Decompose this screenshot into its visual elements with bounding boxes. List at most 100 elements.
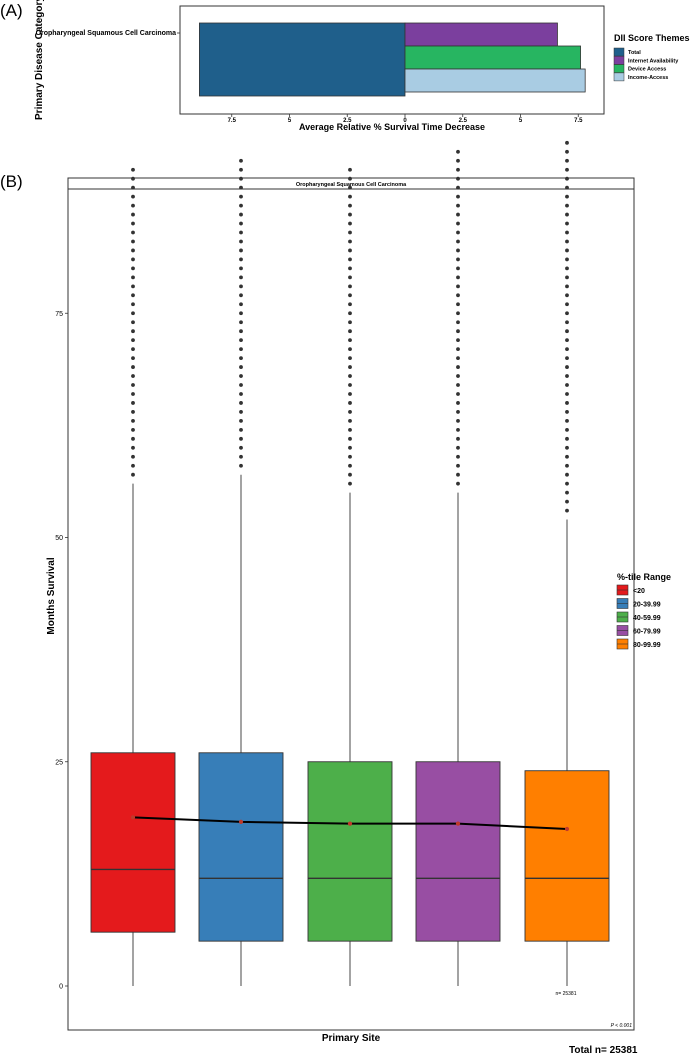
outlier-point	[348, 427, 352, 432]
outlier-point	[239, 454, 243, 459]
outlier-point	[456, 410, 460, 414]
outlier-point	[565, 266, 569, 271]
outlier-point	[456, 320, 460, 325]
panel-a-x-tick-label: 7.5	[228, 118, 237, 124]
panel-a-category-label: Oropharyngeal Squamous Cell Carcinoma	[36, 30, 177, 37]
outlier-point	[131, 410, 135, 414]
outlier-point	[348, 454, 352, 459]
outlier-point	[348, 374, 352, 378]
outlier-point	[239, 221, 243, 226]
mean-point	[347, 821, 353, 826]
outlier-point	[239, 392, 243, 396]
outlier-point	[239, 338, 243, 343]
outlier-point	[348, 176, 352, 181]
outlier-point	[456, 445, 460, 450]
outlier-point	[348, 194, 352, 199]
outlier-point	[239, 230, 243, 235]
panel-a-x-tick-label: 5	[519, 118, 523, 124]
outlier-point	[565, 212, 569, 217]
outlier-point	[456, 176, 460, 181]
legend-key-2	[613, 64, 625, 73]
panel-a-x-tick-label: 7.5	[574, 118, 583, 124]
outlier-point	[348, 410, 352, 414]
outlier-point	[131, 392, 135, 396]
outlier-point	[456, 374, 460, 378]
outlier-point	[348, 338, 352, 343]
outlier-point	[239, 410, 243, 414]
panel-b-label: (B)	[0, 172, 23, 191]
outlier-point	[456, 185, 460, 190]
outlier-point	[456, 149, 460, 154]
outlier-point	[565, 140, 569, 145]
legend-label: 60-79.99	[633, 629, 661, 636]
outlier-point	[131, 401, 135, 405]
outlier-point	[131, 383, 135, 387]
legend-label: 20-39.99	[633, 602, 661, 609]
outlier-point	[348, 221, 352, 226]
outlier-point	[239, 293, 243, 298]
outlier-point	[239, 418, 243, 423]
outlier-point	[239, 374, 243, 378]
outlier-point	[565, 454, 569, 459]
panel-a-x-tick-label: 2.5	[343, 118, 352, 124]
outlier-point	[565, 329, 569, 334]
outlier-point	[348, 239, 352, 244]
outlier-point	[239, 356, 243, 360]
outlier-point	[239, 383, 243, 387]
outlier-point	[565, 248, 569, 253]
outlier-point	[348, 472, 352, 477]
outlier-point	[131, 463, 135, 468]
outlier-point	[456, 248, 460, 253]
legend-key-3	[613, 72, 625, 82]
outlier-point	[565, 445, 569, 450]
outlier-point	[565, 203, 569, 208]
outlier-point	[456, 329, 460, 334]
outlier-point	[239, 176, 243, 181]
outlier-point	[239, 185, 243, 190]
outlier-point	[239, 463, 243, 468]
outlier-point	[131, 230, 135, 235]
outlier-point	[348, 445, 352, 450]
outlier-point	[131, 365, 135, 369]
outlier-point	[131, 311, 135, 316]
outlier-point	[348, 311, 352, 316]
panel-b-y-tick-label: 25	[55, 759, 63, 766]
outlier-point	[565, 508, 569, 513]
outlier-point	[131, 329, 135, 334]
outlier-point	[565, 481, 569, 486]
outlier-point	[456, 311, 460, 316]
outlier-point	[131, 284, 135, 289]
outlier-point	[131, 302, 135, 307]
outlier-point	[348, 266, 352, 271]
outlier-point	[565, 472, 569, 477]
legend-label: 40-59.99	[633, 615, 661, 622]
outlier-point	[565, 257, 569, 262]
outlier-point	[565, 149, 569, 154]
mean-point	[238, 819, 244, 824]
outlier-point	[456, 365, 460, 369]
bar-device-access	[404, 45, 581, 70]
outlier-point	[348, 257, 352, 262]
outlier-point	[456, 266, 460, 271]
outlier-point	[131, 248, 135, 253]
outlier-point	[456, 392, 460, 396]
outlier-point	[131, 221, 135, 226]
legend-label: <20	[633, 588, 645, 595]
outlier-point	[348, 436, 352, 441]
panel-a-x-tick-label: 0	[403, 118, 407, 124]
legend-label: 80-99.99	[633, 642, 661, 649]
outlier-point	[348, 212, 352, 217]
outlier-point	[239, 203, 243, 208]
outlier-point	[239, 320, 243, 325]
outlier-point	[131, 239, 135, 244]
panel-b-y-tick-label: 0	[59, 984, 63, 991]
outlier-point	[348, 463, 352, 468]
outlier-point	[131, 436, 135, 441]
outlier-point	[565, 167, 569, 172]
outlier-point	[565, 365, 569, 369]
outlier-point	[131, 185, 135, 190]
box-4	[524, 770, 610, 942]
mean-point	[455, 821, 461, 826]
outlier-point	[565, 401, 569, 405]
